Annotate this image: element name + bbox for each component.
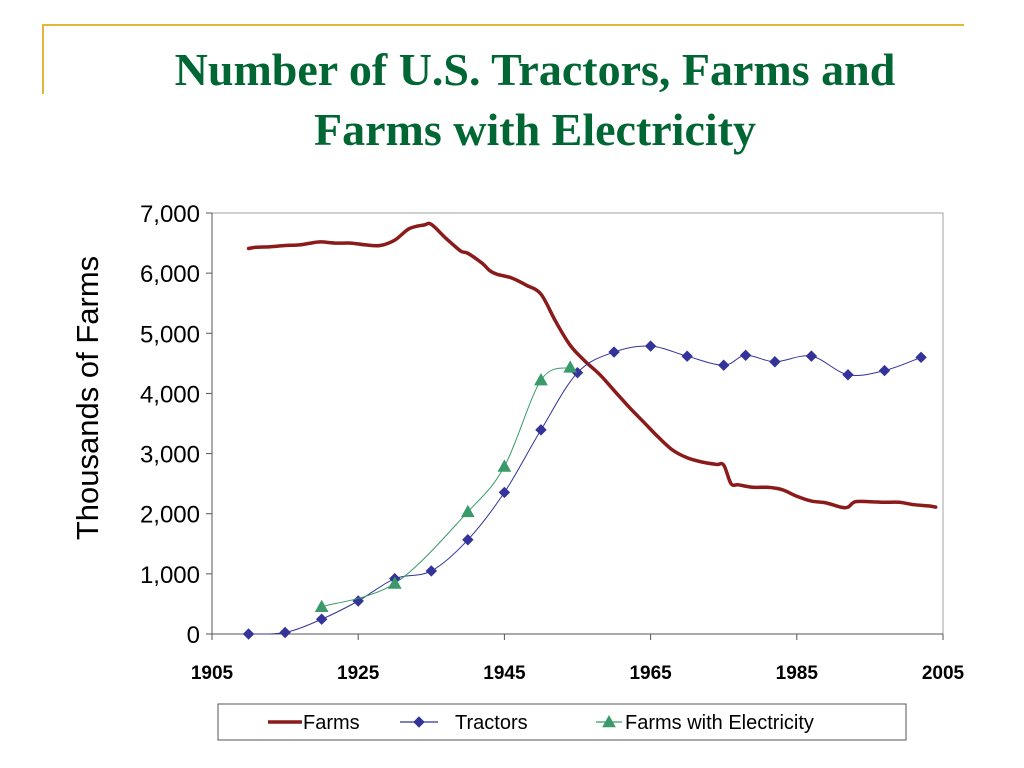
legend-entry: Tractors <box>400 712 528 734</box>
legend-box <box>217 703 907 741</box>
x-tick-label: 1985 <box>776 663 819 684</box>
data-point <box>644 340 657 352</box>
x-axis: 1905 1925 1945 1965 1985 2005 <box>191 633 965 684</box>
slide-frame-top-line <box>42 24 964 26</box>
y-tick-label: 3,000 <box>140 442 200 469</box>
plot-area <box>211 212 944 635</box>
data-point <box>497 459 512 472</box>
data-point <box>315 613 328 625</box>
data-point <box>717 359 730 371</box>
x-tick-label: 2005 <box>922 663 965 684</box>
x-tick-label: 1965 <box>629 663 672 684</box>
data-point <box>878 364 891 377</box>
legend: Farms Tractors Farms with Electricity <box>217 703 907 741</box>
data-point <box>314 599 329 613</box>
legend-label: Tractors <box>455 712 528 734</box>
data-point <box>462 534 474 546</box>
data-point <box>563 360 578 373</box>
y-tick-label: 2,000 <box>140 502 200 529</box>
y-tick-label: 7,000 <box>140 201 200 228</box>
legend-label: Farms <box>303 712 360 734</box>
series-tractors <box>242 340 927 640</box>
y-tick-label: 1,000 <box>140 562 200 589</box>
series-layer <box>242 221 938 640</box>
data-point <box>242 628 255 640</box>
legend-label: Farms with Electricity <box>625 712 814 734</box>
legend-entry: Farms <box>268 712 360 734</box>
data-point <box>461 504 475 518</box>
slide-title: Number of U.S. Tractors, Farms and Farms… <box>60 40 1010 160</box>
y-tick-label: 6,000 <box>140 261 200 288</box>
data-point <box>534 373 548 386</box>
legend-entry: Farms with Electricity <box>596 712 814 734</box>
y-tick-label: 0 <box>187 622 200 649</box>
y-axis: 0 1,000 2,000 3,000 4,000 5,000 6,000 7,000 <box>140 201 213 649</box>
data-point <box>608 346 620 358</box>
x-tick-label: 1925 <box>337 663 380 684</box>
legend-marker <box>413 716 425 728</box>
x-tick-label: 1945 <box>483 663 526 684</box>
y-axis-title: Thousands of Farms <box>70 256 105 540</box>
data-point <box>387 576 402 589</box>
data-point <box>805 350 818 362</box>
series-line <box>246 221 938 510</box>
data-point <box>498 486 511 499</box>
data-point <box>915 351 927 364</box>
x-tick-label: 1905 <box>191 663 234 684</box>
legend-marker <box>602 714 616 728</box>
data-point <box>769 356 781 368</box>
slide-title-line-2: Farms with Electricity <box>314 104 756 155</box>
data-point <box>279 626 291 639</box>
slide-title-line-1: Number of U.S. Tractors, Farms and <box>174 44 896 95</box>
series-farms-with-electricity <box>314 360 578 613</box>
data-point <box>535 424 547 436</box>
y-tick-label: 4,000 <box>140 381 200 408</box>
slide-frame-left-line <box>42 24 44 94</box>
y-tick-label: 5,000 <box>140 321 200 348</box>
data-point <box>739 349 752 362</box>
data-point <box>842 369 854 381</box>
data-point <box>681 350 693 362</box>
series-farms <box>246 221 938 510</box>
data-point <box>425 565 438 577</box>
